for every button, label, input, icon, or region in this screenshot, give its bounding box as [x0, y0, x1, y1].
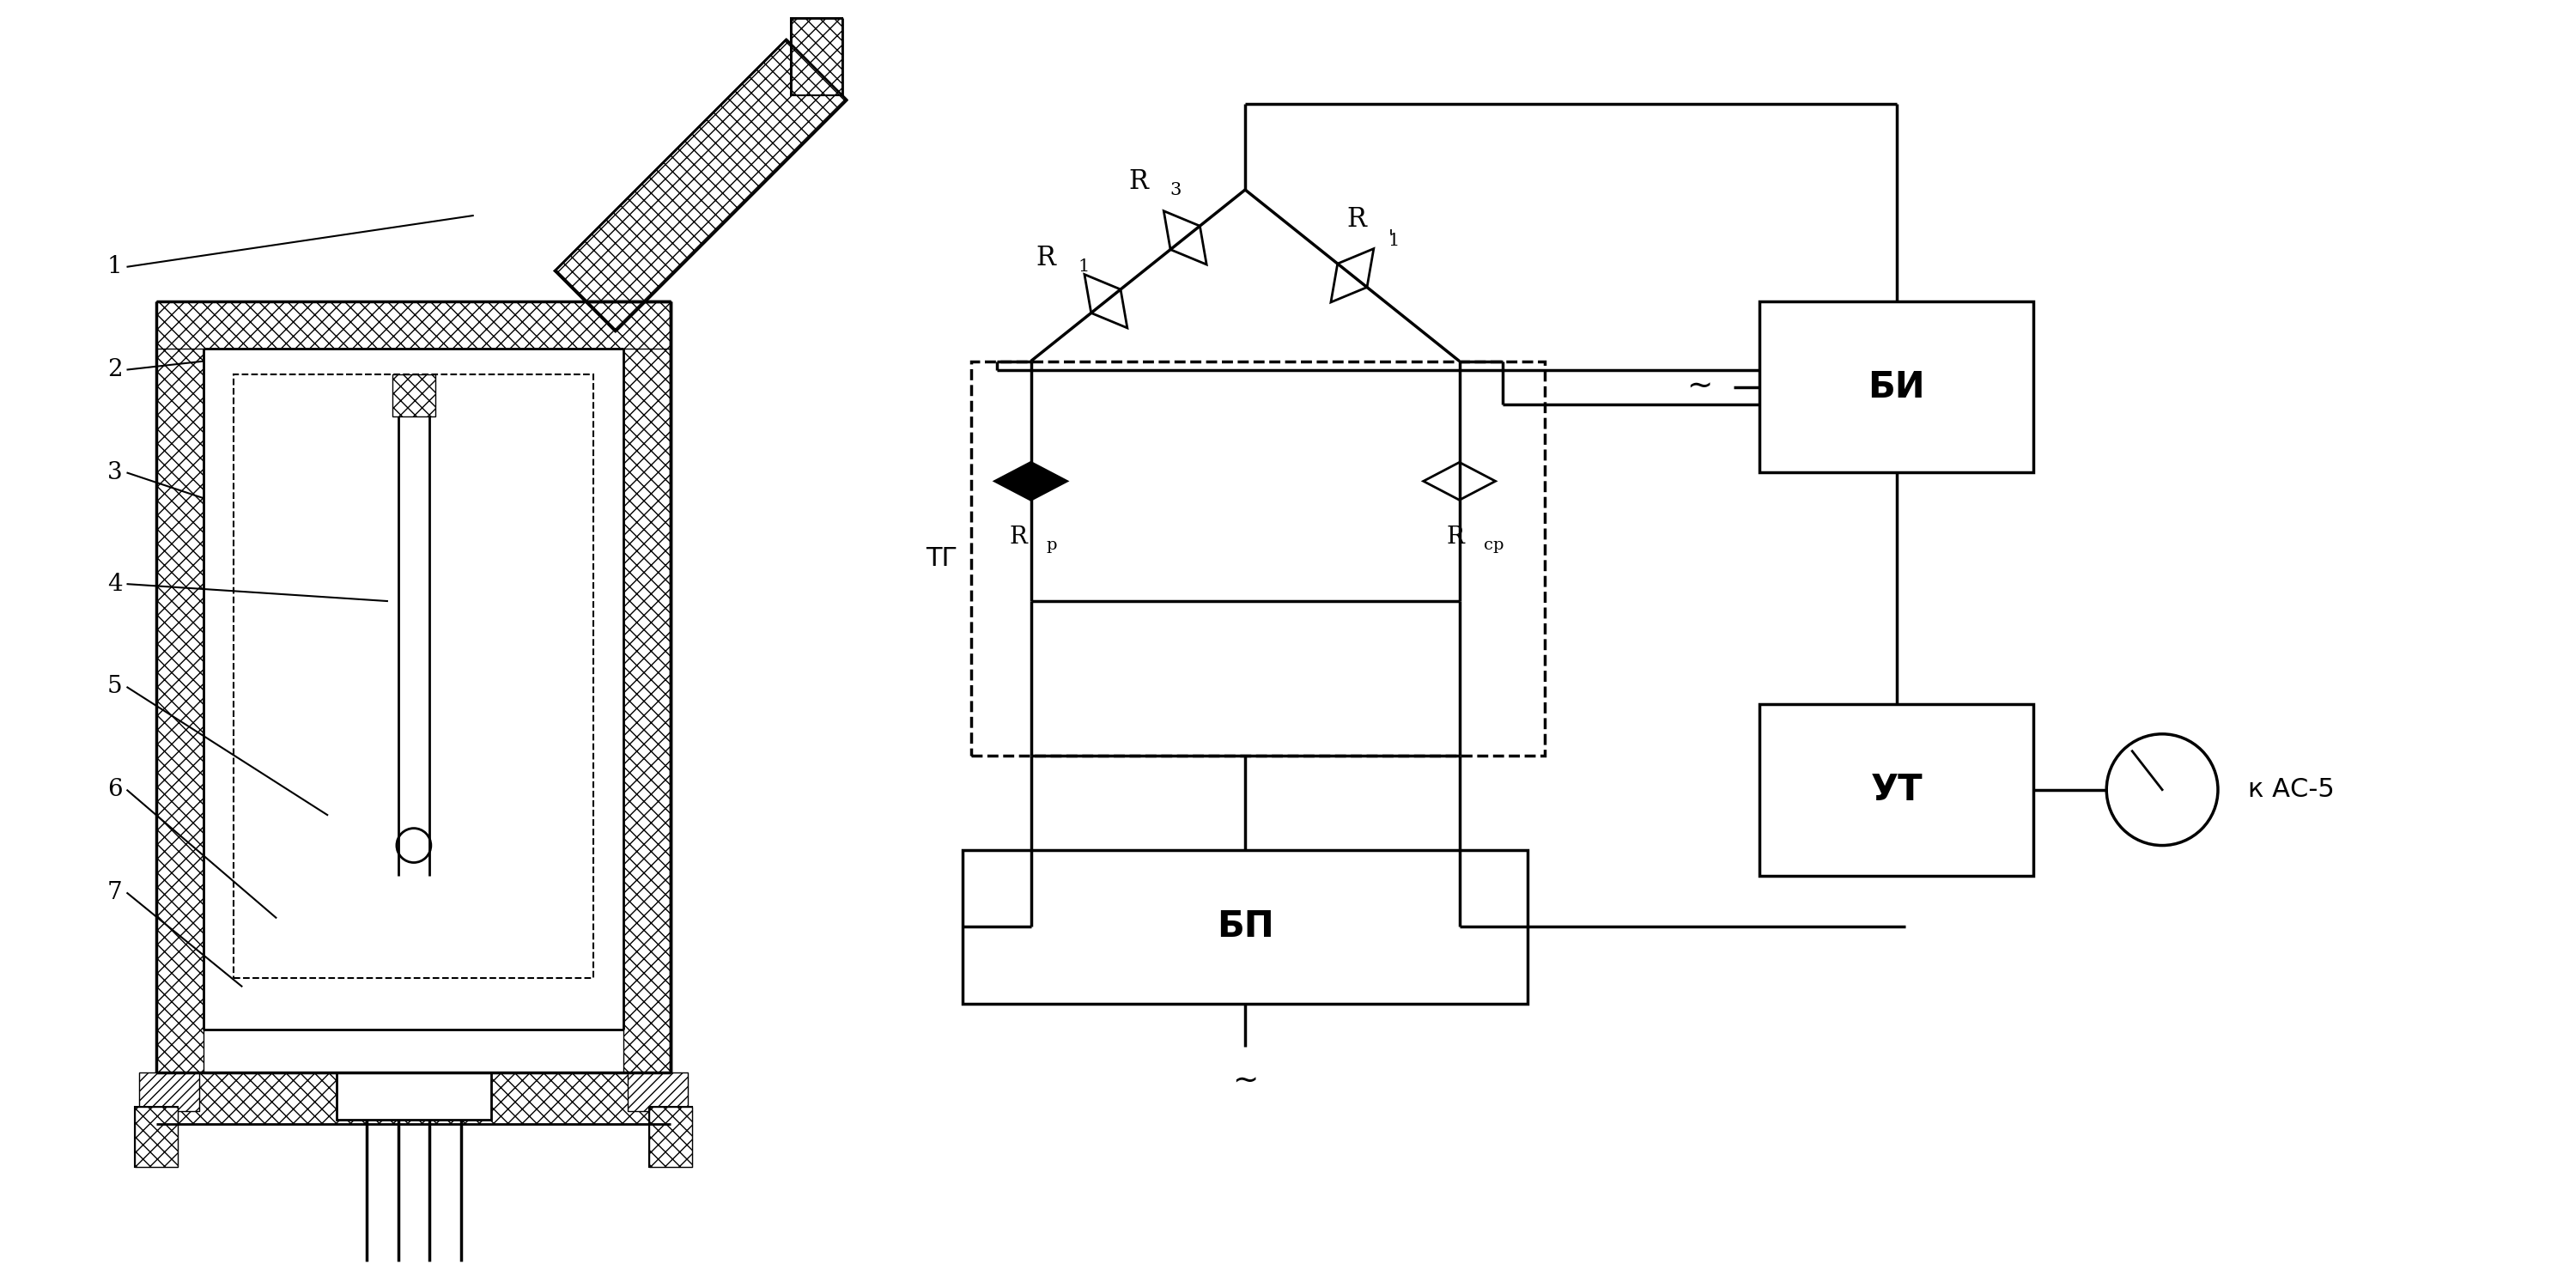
Bar	[629, 1073, 688, 1112]
Text: 3: 3	[1170, 183, 1182, 198]
Text: R: R	[1445, 526, 1463, 549]
Text: 1: 1	[108, 255, 124, 278]
Text: 7: 7	[108, 881, 124, 904]
Bar	[963, 850, 1528, 1003]
Polygon shape	[994, 462, 1066, 500]
Text: ∼: ∼	[1231, 1066, 1257, 1096]
Bar	[134, 1106, 178, 1167]
Text: ср: ср	[1484, 537, 1504, 553]
Text: 1: 1	[1077, 259, 1090, 276]
Bar	[791, 18, 842, 95]
Text: ТГ: ТГ	[927, 546, 958, 571]
Text: БП: БП	[1216, 909, 1273, 945]
Bar	[392, 374, 435, 417]
Bar	[134, 1106, 178, 1167]
Bar	[1759, 301, 2032, 473]
Text: 6: 6	[108, 778, 124, 801]
Bar	[234, 374, 592, 979]
Text: УТ: УТ	[1870, 772, 1922, 808]
Text: R: R	[1347, 206, 1365, 233]
Polygon shape	[1332, 249, 1373, 303]
Bar	[649, 1106, 693, 1167]
Text: ∼: ∼	[1687, 372, 1713, 402]
Bar	[337, 1073, 492, 1119]
Text: R: R	[1010, 526, 1028, 549]
Text: ': '	[1388, 228, 1394, 247]
Bar	[623, 301, 670, 1073]
Bar	[157, 301, 204, 1073]
Text: 1: 1	[1388, 233, 1399, 250]
Polygon shape	[554, 40, 848, 331]
Polygon shape	[1084, 274, 1128, 328]
Text: 5: 5	[108, 675, 124, 698]
Text: БИ: БИ	[1868, 368, 1924, 404]
Bar	[649, 1106, 693, 1167]
Text: 2: 2	[108, 358, 124, 381]
Text: R: R	[1128, 169, 1149, 196]
Polygon shape	[1164, 211, 1206, 264]
Polygon shape	[1425, 462, 1497, 500]
Text: р: р	[1046, 537, 1056, 553]
Bar	[971, 361, 1546, 756]
Text: к АС-5: к АС-5	[2249, 777, 2334, 802]
Text: 3: 3	[108, 461, 124, 484]
Bar	[139, 1073, 198, 1112]
Text: 4: 4	[108, 572, 124, 595]
Bar	[157, 1073, 670, 1124]
Bar	[1759, 705, 2032, 876]
Text: R: R	[1036, 245, 1056, 272]
Bar	[157, 301, 670, 348]
